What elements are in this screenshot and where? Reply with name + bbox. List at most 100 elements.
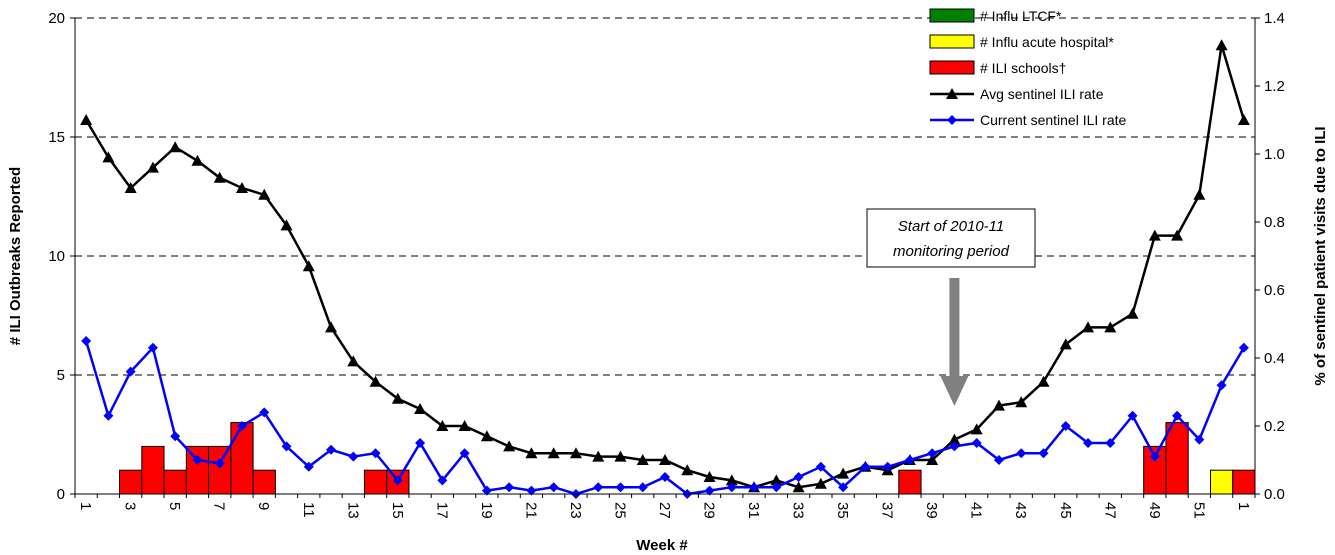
- bar: [1210, 470, 1232, 494]
- data-point: [80, 114, 92, 125]
- data-point: [549, 482, 559, 492]
- annotation-line-1: Start of 2010-11: [898, 218, 1004, 235]
- data-point: [169, 141, 181, 152]
- bar: [364, 470, 386, 494]
- legend: # Influ LTCF*# Influ acute hospital*# IL…: [930, 8, 1127, 128]
- x-tick-label: 15: [389, 502, 406, 519]
- x-tick-label: 39: [923, 502, 940, 519]
- x-tick-label: 29: [701, 502, 718, 519]
- x-tick-label: 13: [344, 502, 361, 519]
- y-axis-left-title: # ILI Outbreaks Reported: [7, 167, 24, 345]
- data-point: [794, 472, 804, 482]
- x-tick-label: 11: [300, 502, 317, 518]
- x-axis-title: Week #: [636, 537, 688, 554]
- annotation-callout: Start of 2010-11 monitoring period: [867, 209, 1035, 406]
- y-axis-right-title: % of sentinel patient visits due to ILI: [1312, 126, 1329, 385]
- data-point: [103, 411, 113, 421]
- data-point: [81, 336, 91, 346]
- bar: [142, 446, 164, 494]
- data-point: [1193, 189, 1205, 200]
- gridlines: [75, 18, 1255, 375]
- x-tick-label: 1: [77, 502, 94, 510]
- x-tick-label: 23: [567, 502, 584, 519]
- bar: [186, 446, 208, 494]
- line-series: [80, 39, 1250, 499]
- arrow-shaft: [949, 278, 959, 376]
- x-tick-label: 9: [255, 502, 272, 510]
- legend-label: Avg sentinel ILI rate: [980, 86, 1104, 102]
- y-left-tick-label: 10: [48, 248, 65, 265]
- legend-swatch: [930, 9, 974, 22]
- bar: [1166, 423, 1188, 494]
- x-tick-label: 47: [1101, 502, 1118, 519]
- y-right-tick-label: 1.2: [1264, 78, 1285, 95]
- y-right-tick-label: 1.4: [1264, 10, 1285, 27]
- data-point: [191, 155, 203, 166]
- legend-marker: [947, 115, 957, 125]
- x-tick-label: 33: [790, 502, 807, 519]
- x-tick-label: 37: [879, 502, 896, 519]
- data-point: [348, 452, 358, 462]
- data-point: [481, 430, 493, 441]
- x-tick-label: 43: [1012, 502, 1029, 519]
- data-point: [593, 482, 603, 492]
- legend-label: # Influ LTCF*: [980, 8, 1062, 24]
- x-tick-label: 19: [478, 502, 495, 519]
- y-right-tick-label: 0.2: [1264, 418, 1285, 435]
- data-point: [325, 321, 337, 332]
- x-tick-label: 45: [1057, 502, 1074, 519]
- x-tick-label: 31: [745, 502, 762, 519]
- arrow-head: [940, 376, 968, 406]
- annotation-arrow: [940, 278, 968, 406]
- x-tick-label: 1: [1235, 502, 1252, 510]
- x-tick-label: 41: [968, 502, 985, 519]
- data-point: [615, 482, 625, 492]
- data-point: [503, 440, 515, 451]
- data-point: [414, 403, 426, 414]
- bar: [899, 470, 921, 494]
- x-tick-label: 35: [834, 502, 851, 519]
- legend-swatch: [930, 35, 974, 48]
- x-tick-label: 49: [1146, 502, 1163, 519]
- y-right-tick-label: 1.0: [1264, 146, 1285, 163]
- bar: [253, 470, 275, 494]
- x-tick-label: 7: [211, 502, 228, 510]
- y-left-tick-label: 5: [57, 367, 65, 384]
- data-point: [681, 464, 693, 475]
- legend-label: Current sentinel ILI rate: [980, 112, 1127, 128]
- data-point: [1238, 114, 1250, 125]
- legend-swatch: [930, 61, 974, 74]
- bar: [209, 446, 231, 494]
- bar: [164, 470, 186, 494]
- data-point: [1216, 39, 1228, 50]
- y-right-tick-label: 0.0: [1264, 486, 1285, 503]
- bar: [231, 423, 253, 494]
- data-point: [1016, 448, 1026, 458]
- data-point: [504, 482, 514, 492]
- x-tick-label: 3: [122, 502, 139, 510]
- y-right-tick-label: 0.8: [1264, 214, 1285, 231]
- bar: [1233, 470, 1255, 494]
- x-tick-label: 25: [611, 502, 628, 519]
- legend-label: # ILI schools†: [980, 60, 1066, 76]
- x-tick-label: 27: [656, 502, 673, 519]
- y-left-tick-label: 20: [48, 10, 65, 27]
- y-right-tick-label: 0.6: [1264, 282, 1285, 299]
- bar: [120, 470, 142, 494]
- data-point: [1127, 308, 1139, 319]
- y-left-tick-label: 15: [48, 129, 65, 146]
- x-tick-label: 21: [522, 502, 539, 519]
- x-tick-label: 51: [1190, 502, 1207, 519]
- data-point: [1037, 376, 1049, 387]
- bar-series: [120, 423, 1255, 494]
- data-point: [102, 151, 114, 162]
- y-right-tick-label: 0.4: [1264, 350, 1285, 367]
- data-point: [303, 260, 315, 271]
- annotation-line-2: monitoring period: [893, 243, 1010, 260]
- x-tick-label: 5: [166, 502, 183, 510]
- x-tick-label: 17: [433, 502, 450, 519]
- data-point: [236, 182, 248, 193]
- data-point: [638, 482, 648, 492]
- y-left-tick-label: 0: [57, 486, 65, 503]
